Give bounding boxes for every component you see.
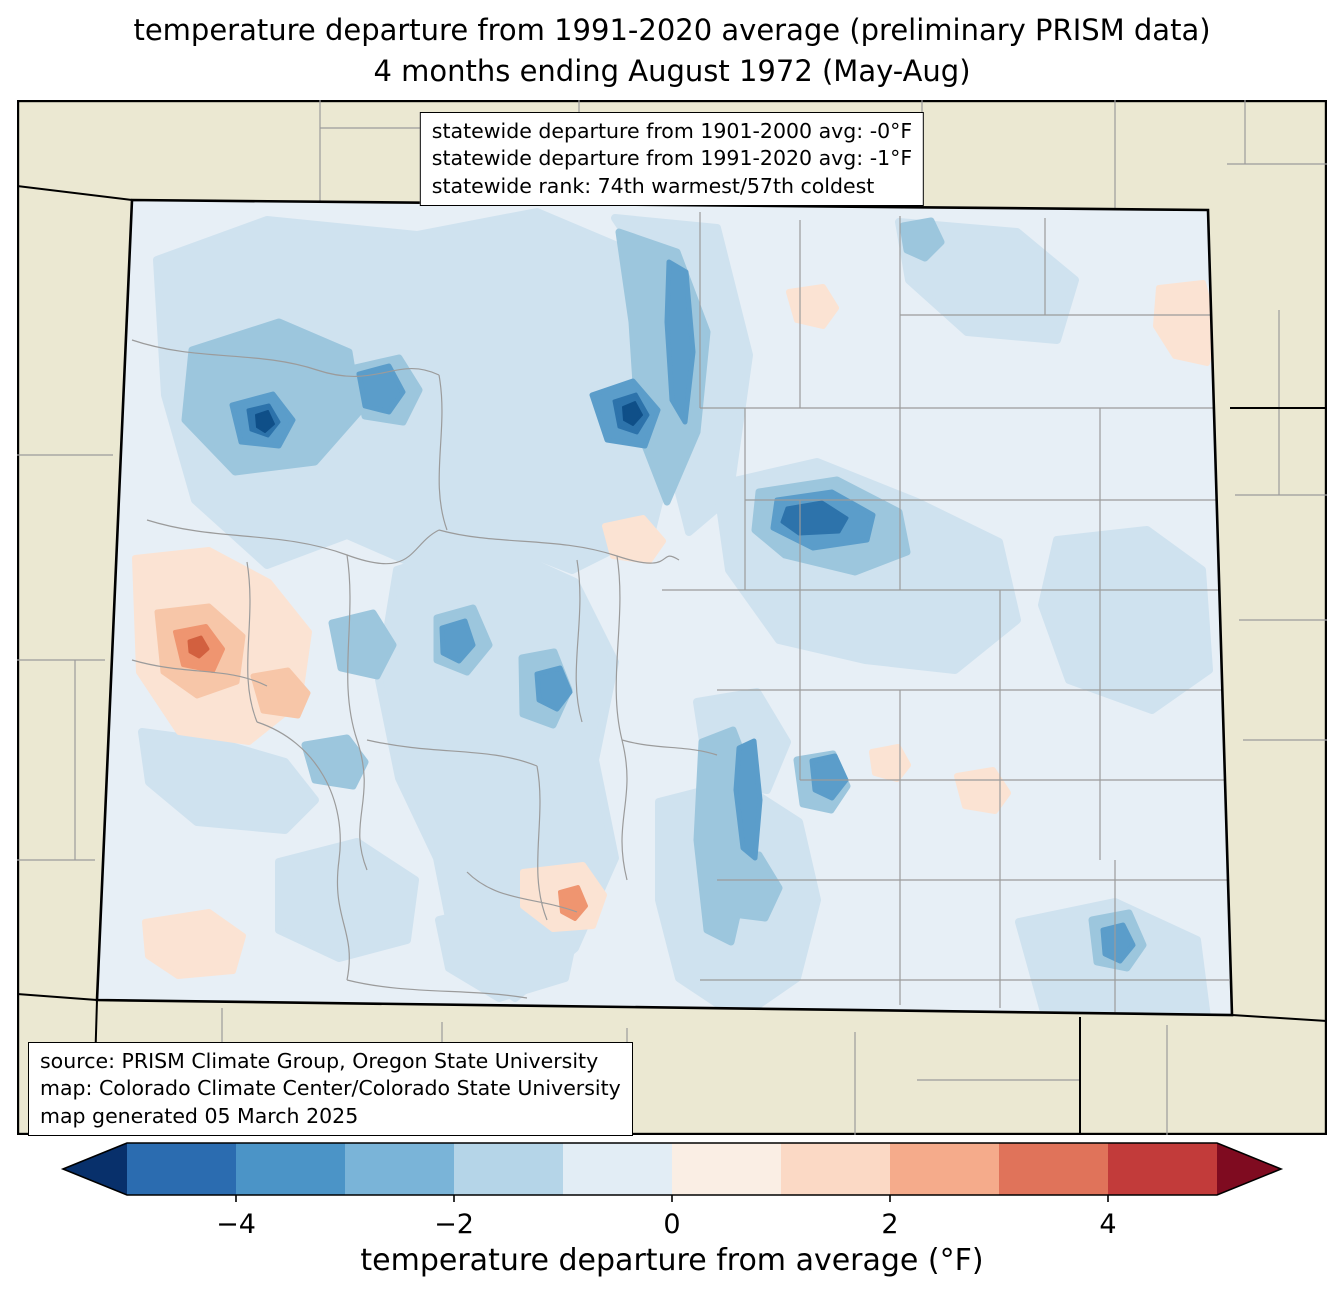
neighboring-state-boundaries (16, 185, 1328, 1136)
colorbar-tick-label: 4 (1099, 1209, 1116, 1240)
map-area (16, 99, 1328, 1136)
stats-line-3: statewide rank: 74th warmest/57th coldes… (431, 173, 875, 198)
colorado-state-boundary (95, 198, 1234, 1017)
colorado-map (16, 99, 1328, 1136)
stats-line-1: statewide departure from 1901-2000 avg: … (431, 119, 913, 143)
stats-line-2: statewide departure from 1991-2020 avg: … (431, 146, 913, 171)
credits-line-1: source: PRISM Climate Group, Oregon Stat… (40, 1049, 599, 1073)
colorbar-label: temperature departure from average (°F) (360, 1243, 984, 1278)
colorbar-tick-label: −2 (434, 1209, 474, 1240)
credits-line-2: map: Colorado Climate Center/Colorado St… (40, 1076, 621, 1101)
statewide-stats-box: statewide departure from 1901-2000 avg: … (419, 112, 925, 206)
county-boundaries (131, 212, 1230, 1012)
credits-line-3: map generated 05 March 2025 (40, 1103, 359, 1128)
title-line-2: 4 months ending August 1972 (May-Aug) (373, 54, 971, 89)
colorbar: −4 −2 0 2 4 (60, 1142, 1284, 1240)
credits-box: source: PRISM Climate Group, Oregon Stat… (28, 1042, 633, 1136)
colorbar-tick-label: 0 (663, 1209, 680, 1240)
colorbar-tick-label: 2 (881, 1209, 898, 1240)
figure-title: temperature departure from 1991-2020 ave… (0, 10, 1344, 92)
colorbar-tick-label: −4 (216, 1209, 256, 1240)
temperature-shading-layer (131, 208, 1230, 1015)
title-line-1: temperature departure from 1991-2020 ave… (133, 13, 1211, 47)
